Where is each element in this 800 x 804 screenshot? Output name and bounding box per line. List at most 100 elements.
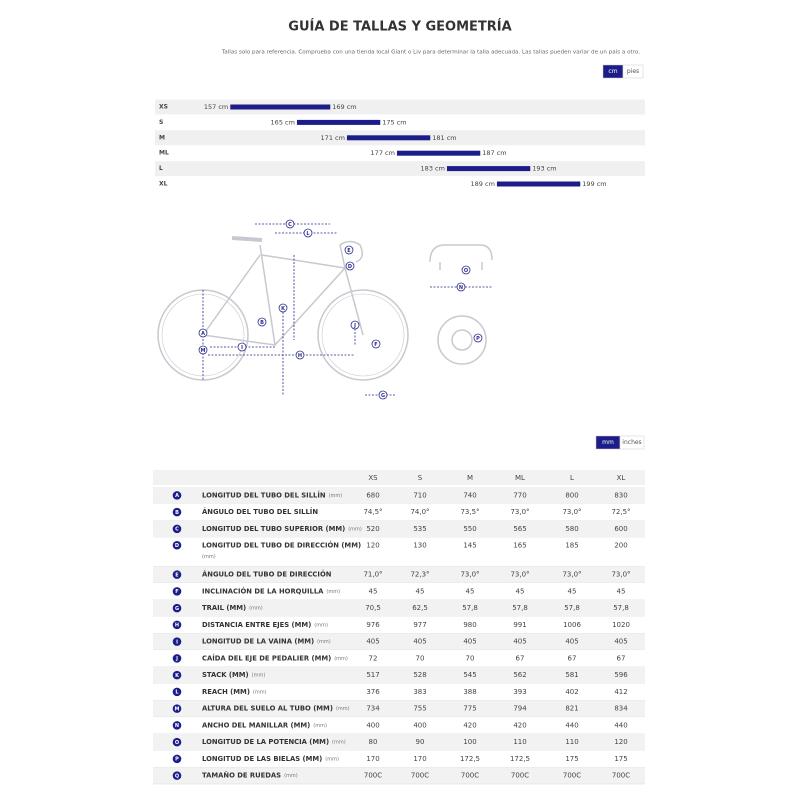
cell-value: 70 <box>416 654 425 662</box>
row-label: LONGITUD DEL TUBO SUPERIOR (MM) <box>202 525 345 533</box>
row-label: LONGITUD DE LAS BIELAS (MM) <box>202 755 322 763</box>
cell-value: 100 <box>463 738 476 746</box>
size-range-bar <box>496 181 581 187</box>
cell-value: 70,5 <box>365 604 381 612</box>
row-badge <box>172 687 182 697</box>
row-badge <box>172 540 182 550</box>
unit-toggle[interactable] <box>619 435 645 450</box>
cell-value: 755 <box>413 705 426 713</box>
cell-value: 71,0° <box>363 571 382 579</box>
diagram-badge-letter: N <box>459 285 463 291</box>
table-header <box>153 470 645 485</box>
row-unit: (mm) <box>326 589 340 595</box>
cell-value: 74,0° <box>410 508 429 516</box>
cell-value: 67 <box>617 654 626 662</box>
cell-value: 110 <box>513 738 526 746</box>
size-max-label: 187 cm <box>482 149 506 157</box>
cell-value: 145 <box>463 541 476 549</box>
row-badge <box>172 620 182 630</box>
cell-value: 834 <box>614 705 628 713</box>
cell-value: 200 <box>614 541 627 549</box>
row-label: ÁNGULO DEL TUBO DEL SILLÍN <box>202 507 318 516</box>
cell-value: 565 <box>513 525 526 533</box>
diagram-badge-letter: B <box>260 320 264 326</box>
diagram-badge-letter: G <box>381 393 385 399</box>
row-label: LONGITUD DEL TUBO DE DIRECCIÓN (MM) <box>202 540 361 549</box>
size-label: S <box>159 119 163 126</box>
size-label: M <box>159 134 165 141</box>
size-range-bar <box>446 166 531 172</box>
bike-diagram <box>157 236 493 381</box>
row-label: LONGITUD DE LA VAINA (MM) <box>202 638 314 646</box>
cell-value: 67 <box>516 654 525 662</box>
cell-value: 172,5 <box>460 755 480 763</box>
unit-toggle-label[interactable]: cm <box>608 68 617 75</box>
cell-value: 57,8 <box>462 604 478 612</box>
cell-value: 67 <box>568 654 577 662</box>
cell-value: 700C <box>612 772 630 780</box>
cell-value: 45 <box>369 587 378 595</box>
size-max-label: 175 cm <box>382 118 406 126</box>
size-label: ML <box>159 150 169 157</box>
cell-value: 550 <box>463 525 476 533</box>
diagram-badge <box>198 345 208 355</box>
size-range-bar <box>346 135 431 141</box>
unit-toggle[interactable] <box>622 64 644 79</box>
diagram-badge-letter: E <box>347 248 351 254</box>
cell-value: 72,5° <box>611 508 630 516</box>
table-row <box>153 633 645 650</box>
cell-value: 57,8 <box>613 604 629 612</box>
size-min-label: 177 cm <box>371 149 395 157</box>
cell-value: 393 <box>513 688 526 696</box>
cell-value: 45 <box>416 587 425 595</box>
diagram-badge <box>378 390 388 400</box>
row-badge <box>172 670 182 680</box>
cell-value: 45 <box>568 587 577 595</box>
column-header: XS <box>368 474 378 482</box>
unit-toggle-label[interactable]: inches <box>622 439 641 446</box>
cell-value: 596 <box>614 671 628 679</box>
size-range-bar <box>396 150 481 156</box>
cell-value: 405 <box>565 638 578 646</box>
cell-value: 700C <box>364 772 382 780</box>
cell-value: 70 <box>466 654 475 662</box>
row-letter: I <box>176 639 178 645</box>
subtitle: Tallas solo para referencia. Comprueba c… <box>221 49 640 56</box>
unit-toggle-label[interactable]: mm <box>602 439 614 446</box>
row-badge <box>172 654 182 663</box>
cell-value: 976 <box>366 621 380 629</box>
cell-value: 400 <box>413 721 426 729</box>
row-letter: D <box>175 543 179 549</box>
table-row <box>153 666 645 684</box>
size-row <box>155 176 645 192</box>
diagram-badge <box>278 303 288 313</box>
table-row <box>153 750 645 768</box>
row-badge <box>172 637 182 646</box>
cell-value: 45 <box>466 587 475 595</box>
cell-value: 770 <box>513 491 526 499</box>
cell-value: 830 <box>614 491 627 499</box>
row-label: TRAIL (MM) <box>202 604 246 612</box>
cell-value: 977 <box>413 621 426 629</box>
size-max-label: 181 cm <box>432 134 456 142</box>
cell-value: 680 <box>366 491 379 499</box>
diagram-badge <box>198 328 208 338</box>
cell-value: 405 <box>413 638 426 646</box>
row-label: LONGITUD DE LA POTENCIA (MM) <box>202 738 329 746</box>
diagram-badge-letter: M <box>201 348 206 354</box>
cell-value: 980 <box>463 621 476 629</box>
row-badge <box>172 491 182 500</box>
row-letter: J <box>175 656 178 662</box>
row-unit: (mm) <box>249 606 263 612</box>
cell-value: 545 <box>463 671 476 679</box>
diagram-badge-letter: K <box>281 306 286 312</box>
table-row <box>153 599 645 617</box>
row-unit: (mm) <box>325 756 339 762</box>
diagram-badge <box>285 219 295 229</box>
diagram-badge-letter: A <box>201 331 205 337</box>
unit-toggle-label[interactable]: pies <box>627 68 639 75</box>
table-row <box>153 650 645 667</box>
cell-value: 172,5 <box>510 755 530 763</box>
row-unit: (mm) <box>253 689 267 695</box>
cell-value: 405 <box>463 638 476 646</box>
